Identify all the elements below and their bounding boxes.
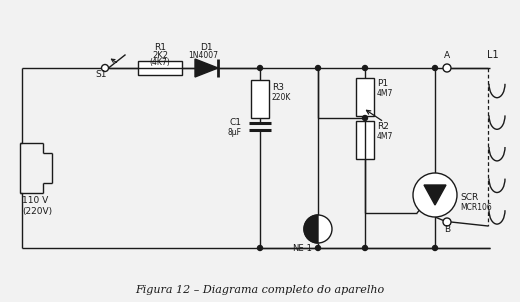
Circle shape xyxy=(443,64,451,72)
Text: D1: D1 xyxy=(200,43,212,52)
Polygon shape xyxy=(304,215,318,243)
Text: L1: L1 xyxy=(487,50,499,60)
Circle shape xyxy=(304,215,332,243)
Circle shape xyxy=(257,66,263,70)
Text: C1: C1 xyxy=(229,118,241,127)
Text: R1: R1 xyxy=(154,43,166,52)
Text: B: B xyxy=(444,225,450,234)
Text: R3: R3 xyxy=(272,83,284,92)
Text: 110 V: 110 V xyxy=(22,196,48,205)
Text: 220K: 220K xyxy=(272,93,291,102)
Circle shape xyxy=(433,246,437,250)
Text: P1: P1 xyxy=(377,79,388,88)
Text: MCR106: MCR106 xyxy=(460,203,492,212)
Circle shape xyxy=(257,246,263,250)
Text: A: A xyxy=(444,51,450,60)
Polygon shape xyxy=(424,185,446,205)
Circle shape xyxy=(413,173,457,217)
Text: 8μF: 8μF xyxy=(227,128,241,137)
Bar xyxy=(356,78,374,116)
Text: 4M7: 4M7 xyxy=(377,132,393,141)
Text: (220V): (220V) xyxy=(22,207,52,216)
Circle shape xyxy=(101,65,109,72)
Bar xyxy=(356,121,374,159)
Text: 4M7: 4M7 xyxy=(377,89,393,98)
Bar xyxy=(138,61,182,75)
Bar xyxy=(251,80,269,118)
Text: 2K2: 2K2 xyxy=(152,51,168,60)
Circle shape xyxy=(362,246,368,250)
Circle shape xyxy=(433,66,437,70)
Text: (4K7): (4K7) xyxy=(150,58,171,67)
Text: S1: S1 xyxy=(95,70,107,79)
Text: R2: R2 xyxy=(377,122,389,131)
Circle shape xyxy=(316,246,320,250)
Text: Figura 12 – Diagrama completo do aparelho: Figura 12 – Diagrama completo do aparelh… xyxy=(135,285,385,295)
Circle shape xyxy=(443,218,451,226)
Circle shape xyxy=(362,66,368,70)
Text: SCR: SCR xyxy=(460,193,478,202)
Circle shape xyxy=(316,66,320,70)
Polygon shape xyxy=(195,59,218,77)
Text: NE-1: NE-1 xyxy=(292,244,312,253)
Text: 1N4007: 1N4007 xyxy=(188,51,218,60)
Circle shape xyxy=(362,115,368,120)
